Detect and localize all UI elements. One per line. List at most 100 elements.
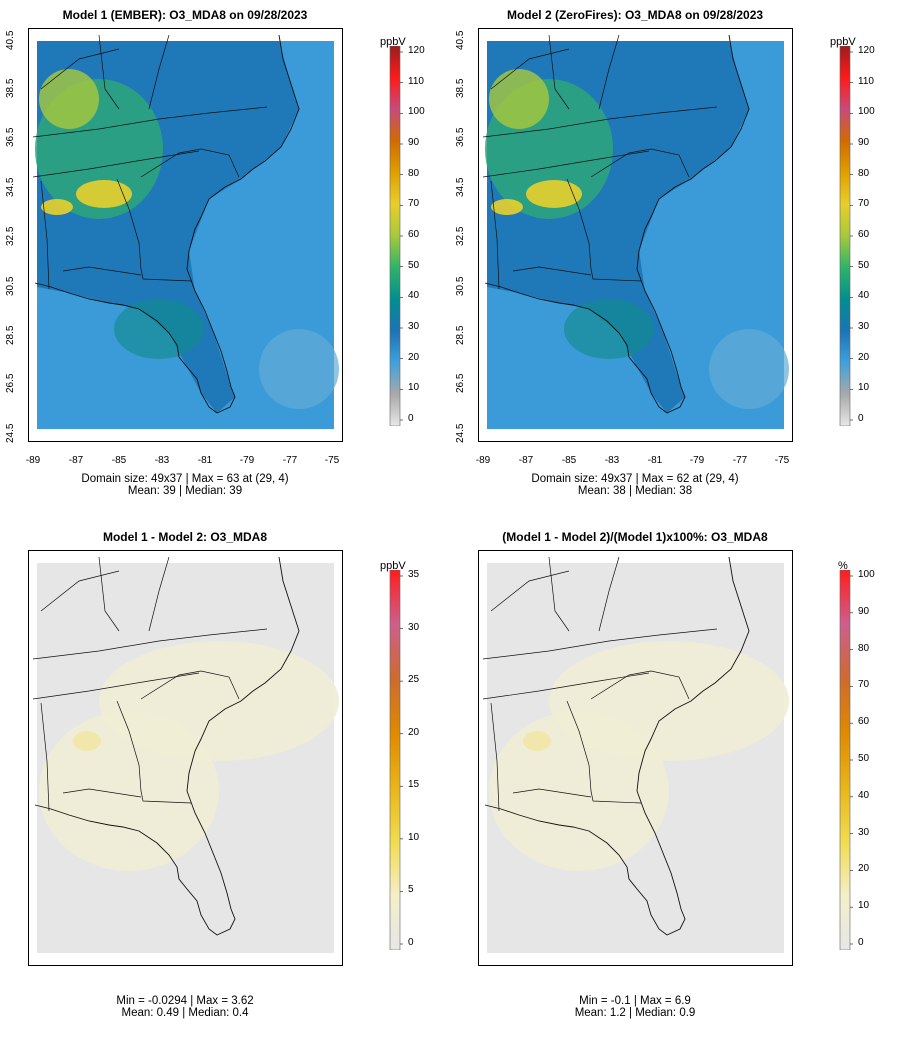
colorbar-label: 100 bbox=[858, 106, 875, 118]
y-tick: 24.5 bbox=[5, 423, 16, 443]
colorbar-label: 90 bbox=[858, 605, 870, 617]
colorbar-label: 70 bbox=[408, 198, 420, 210]
x-tick: -83 bbox=[154, 455, 170, 466]
state-border bbox=[482, 628, 718, 660]
max-difference-region bbox=[523, 731, 551, 751]
y-tick: 24.5 bbox=[455, 423, 466, 443]
colorbar-label: 100 bbox=[408, 106, 425, 118]
state-border bbox=[116, 178, 192, 282]
panel1-map bbox=[28, 28, 343, 442]
y-tick: 26.5 bbox=[455, 373, 466, 393]
panel2-colorbar-unit: ppbV bbox=[830, 36, 856, 48]
colorbar-label: 70 bbox=[858, 679, 870, 691]
state-border bbox=[140, 670, 240, 700]
state-border bbox=[32, 628, 268, 660]
colorbar-label: 0 bbox=[858, 937, 864, 948]
panel2-map bbox=[478, 28, 793, 442]
max-ozone-region bbox=[41, 199, 73, 215]
state-border bbox=[566, 700, 642, 804]
state-border bbox=[548, 556, 570, 632]
stats-line-1: Min = -0.1 | Max = 6.9 bbox=[579, 995, 691, 1007]
colorbar-label: 20 bbox=[408, 726, 420, 738]
y-tick: 40.5 bbox=[455, 30, 466, 50]
colorbar-label: 50 bbox=[408, 259, 420, 271]
panel4-map bbox=[478, 550, 793, 966]
x-tick: -75 bbox=[774, 455, 790, 466]
x-tick: -79 bbox=[689, 455, 705, 466]
stats-line-2: Mean: 38 | Median: 38 bbox=[577, 485, 693, 497]
colorbar-label: 70 bbox=[858, 198, 870, 210]
colorbar-label: 30 bbox=[408, 321, 420, 332]
low-ozone-region bbox=[259, 329, 339, 409]
stats-line-1: Domain size: 49x37 | Max = 62 at (29, 4) bbox=[531, 473, 739, 485]
colorbar-label: 110 bbox=[858, 75, 874, 87]
panel1-map-canvas bbox=[29, 29, 342, 441]
colorbar-label: 20 bbox=[858, 351, 870, 363]
x-tick: -85 bbox=[561, 455, 577, 466]
max-ozone-region bbox=[491, 199, 523, 215]
colorbar-label: 40 bbox=[858, 789, 870, 801]
x-tick: -79 bbox=[239, 455, 255, 466]
colorbar-ramp bbox=[389, 46, 401, 426]
colorbar-label: 80 bbox=[408, 167, 420, 179]
panel4-map-canvas bbox=[479, 551, 792, 965]
x-tick: -89 bbox=[25, 455, 41, 466]
state-border bbox=[32, 672, 200, 700]
y-tick: 40.5 bbox=[5, 30, 16, 50]
colorbar-label: 10 bbox=[408, 831, 420, 843]
y-tick: 26.5 bbox=[5, 373, 16, 393]
panel1-title: Model 1 (EMBER): O3_MDA8 on 09/28/2023 bbox=[62, 8, 308, 22]
state-border bbox=[32, 150, 200, 178]
panel1-colorbar bbox=[389, 46, 403, 426]
colorbar-label: 15 bbox=[408, 779, 420, 791]
state-border bbox=[482, 106, 718, 138]
x-tick: -85 bbox=[111, 455, 127, 466]
stats-line-2: Mean: 39 | Median: 39 bbox=[127, 485, 243, 497]
panel1-colorbar-unit: ppbV bbox=[380, 36, 406, 48]
colorbar-label: 80 bbox=[858, 642, 870, 654]
colorbar-label: 30 bbox=[408, 621, 420, 633]
colorbar-label: 40 bbox=[858, 290, 870, 302]
y-tick: 32.5 bbox=[5, 226, 16, 246]
panel4-stats: Min = -0.1 | Max = 6.9 Mean: 1.2 | Media… bbox=[478, 995, 792, 1019]
state-border bbox=[148, 556, 170, 632]
x-tick: -87 bbox=[68, 455, 84, 466]
panel4-colorbar bbox=[839, 570, 853, 950]
panel3-colorbar-unit: ppbV bbox=[380, 560, 406, 572]
colorbar-label: 20 bbox=[858, 863, 870, 875]
state-border bbox=[490, 702, 500, 812]
panel2-title: Model 2 (ZeroFires): O3_MDA8 on 09/28/20… bbox=[506, 8, 764, 22]
state-border bbox=[116, 700, 192, 804]
state-border bbox=[590, 148, 690, 178]
x-tick: -89 bbox=[475, 455, 491, 466]
y-tick: 36.5 bbox=[455, 127, 466, 147]
state-border bbox=[598, 34, 620, 110]
stats-line-1: Domain size: 49x37 | Max = 63 at (29, 4) bbox=[81, 473, 289, 485]
x-tick: -81 bbox=[197, 455, 213, 466]
colorbar-label: 40 bbox=[408, 290, 420, 302]
state-border bbox=[482, 150, 650, 178]
state-border bbox=[32, 106, 268, 138]
colorbar-label: 35 bbox=[408, 569, 420, 580]
y-tick: 36.5 bbox=[5, 127, 16, 147]
stats-line-2: Mean: 1.2 | Median: 0.9 bbox=[574, 1007, 696, 1019]
coastline bbox=[484, 34, 750, 414]
x-tick: -87 bbox=[518, 455, 534, 466]
colorbar-label: 100 bbox=[858, 569, 875, 580]
state-border bbox=[482, 672, 650, 700]
colorbar-label: 110 bbox=[408, 75, 424, 87]
colorbar-label: 60 bbox=[408, 229, 420, 240]
colorbar-label: 25 bbox=[408, 674, 420, 686]
coastline bbox=[34, 556, 300, 936]
state-border bbox=[490, 180, 500, 290]
colorbar-label: 0 bbox=[408, 413, 414, 424]
stats-line-2: Mean: 0.49 | Median: 0.4 bbox=[121, 1007, 249, 1019]
y-tick: 30.5 bbox=[455, 276, 466, 296]
max-ozone-region bbox=[76, 180, 132, 208]
colorbar-label: 90 bbox=[858, 137, 870, 148]
x-tick: -81 bbox=[647, 455, 663, 466]
x-tick: -75 bbox=[324, 455, 340, 466]
colorbar-label: 60 bbox=[858, 716, 870, 728]
colorbar-label: 30 bbox=[858, 321, 870, 332]
y-tick: 34.5 bbox=[455, 177, 466, 197]
